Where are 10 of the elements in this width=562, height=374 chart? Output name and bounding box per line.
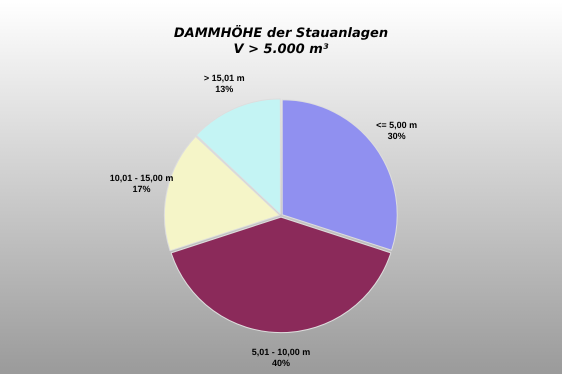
chart-title: DAMMHÖHE der Stauanlagen	[174, 24, 388, 42]
slice-label: > 15,01 m	[204, 72, 245, 83]
data-label: 40%	[272, 358, 290, 368]
slice-label: <= 5,00 m	[376, 120, 418, 130]
chart-subtitle: V > 5.000 m³	[234, 42, 329, 57]
slice-label: 10,01 - 15,00 m	[110, 172, 174, 183]
data-label: 17%	[132, 184, 151, 194]
data-label: 30%	[388, 131, 406, 142]
slice-label: 5,01 - 10,00 m	[252, 346, 310, 357]
data-label: 13%	[215, 84, 234, 94]
